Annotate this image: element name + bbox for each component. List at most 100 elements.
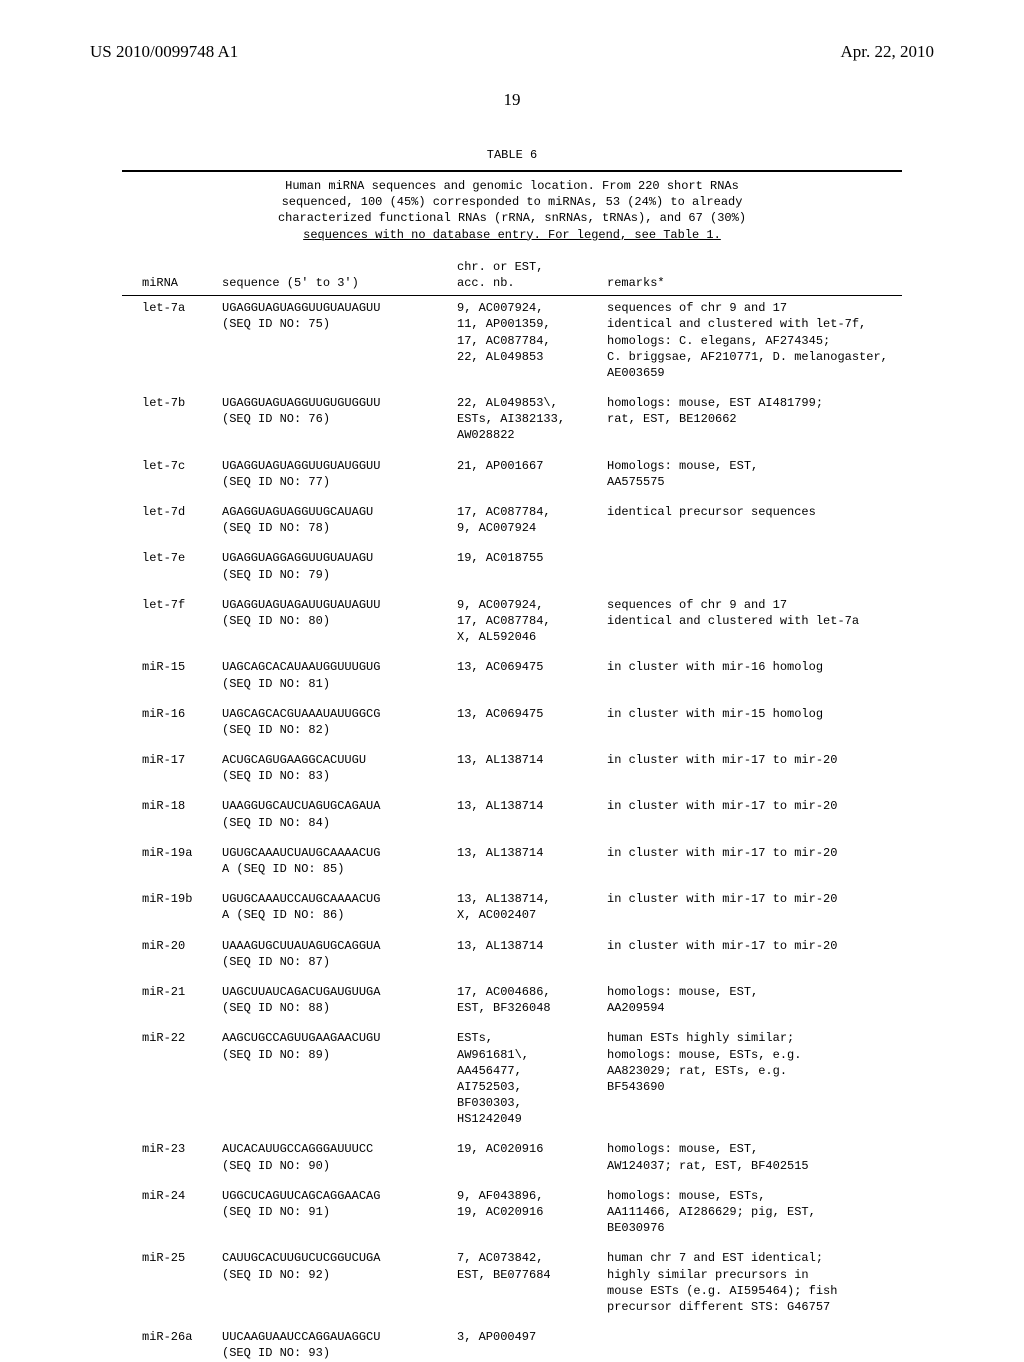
cell-sequence: UGAGGUAGUAGGUUGUAUGGUU (SEQ ID NO: 77) [222,458,457,490]
table-row: let-7cUGAGGUAGUAGGUUGUAUGGUU (SEQ ID NO:… [142,458,902,490]
table-row: miR-23AUCACAUUGCCAGGGAUUUCC (SEQ ID NO: … [142,1141,902,1173]
table-row: miR-24UGGCUCAGUUCAGCAGGAACAG (SEQ ID NO:… [142,1188,902,1237]
cell-mirna: let-7c [142,458,222,490]
cell-mirna: miR-22 [142,1030,222,1127]
cell-mirna: let-7b [142,395,222,444]
cell-mirna: let-7f [142,597,222,646]
table-row: miR-19bUGUGCAAAUCCAUGCAAAACUG A (SEQ ID … [142,891,902,923]
publication-number: US 2010/0099748 A1 [90,42,238,62]
cell-sequence: UAGCUUAUCAGACUGAUGUUGA (SEQ ID NO: 88) [222,984,457,1016]
cell-accession: 13, AL138714 [457,752,607,784]
cell-remarks: homologs: mouse, EST, AA209594 [607,984,902,1016]
cell-accession: 19, AC018755 [457,550,607,582]
cell-mirna: miR-25 [142,1250,222,1315]
cell-remarks: homologs: mouse, ESTs, AA111466, AI28662… [607,1188,902,1237]
table-row: miR-15UAGCAGCACAUAAUGGUUUGUG (SEQ ID NO:… [142,659,902,691]
cell-accession: 22, AL049853\, ESTs, AI382133, AW028822 [457,395,607,444]
cell-sequence: UUCAAGUAAUCCAGGAUAGGCU (SEQ ID NO: 93) [222,1329,457,1361]
cell-mirna: miR-23 [142,1141,222,1173]
table-label: TABLE 6 [0,148,1024,162]
cell-accession: 3, AP000497 [457,1329,607,1361]
table-6: Human miRNA sequences and genomic locati… [122,170,902,1362]
cell-sequence: UAAAGUGCUUAUAGUGCAGGUA (SEQ ID NO: 87) [222,938,457,970]
caption-line: characterized functional RNAs (rRNA, snR… [192,210,832,226]
table-column-headers: miRNA sequence (5' to 3') chr. or EST, a… [122,249,902,295]
table-row: miR-21UAGCUUAUCAGACUGAUGUUGA (SEQ ID NO:… [142,984,902,1016]
cell-mirna: miR-16 [142,706,222,738]
col-header-sequence: sequence (5' to 3') [222,275,457,291]
cell-accession: 13, AL138714 [457,798,607,830]
cell-accession: 7, AC073842, EST, BE077684 [457,1250,607,1315]
cell-sequence: UGAGGUAGUAGAUUGUAUAGUU (SEQ ID NO: 80) [222,597,457,646]
cell-accession: 13, AC069475 [457,706,607,738]
cell-mirna: miR-21 [142,984,222,1016]
cell-accession: 13, AL138714 [457,845,607,877]
cell-sequence: UGAGGUAGUAGGUUGUAUAGUU (SEQ ID NO: 75) [222,300,457,381]
table-row: let-7bUGAGGUAGUAGGUUGUGUGGUU (SEQ ID NO:… [142,395,902,444]
table-row: miR-18UAAGGUGCAUCUAGUGCAGAUA (SEQ ID NO:… [142,798,902,830]
cell-remarks: sequences of chr 9 and 17 identical and … [607,597,902,646]
table-row: miR-17ACUGCAGUGAAGGCACUUGU (SEQ ID NO: 8… [142,752,902,784]
cell-mirna: let-7a [142,300,222,381]
cell-sequence: UGAGGUAGGAGGUUGUAUAGU (SEQ ID NO: 79) [222,550,457,582]
cell-remarks: sequences of chr 9 and 17 identical and … [607,300,902,381]
cell-remarks: in cluster with mir-15 homolog [607,706,902,738]
table-row: let-7eUGAGGUAGGAGGUUGUAUAGU (SEQ ID NO: … [142,550,902,582]
table-row: miR-22AAGCUGCCAGUUGAAGAACUGU (SEQ ID NO:… [142,1030,902,1127]
cell-remarks: human chr 7 and EST identical; highly si… [607,1250,902,1315]
cell-remarks [607,550,902,582]
caption-line: sequenced, 100 (45%) corresponded to miR… [192,194,832,210]
cell-accession: 9, AC007924, 11, AP001359, 17, AC087784,… [457,300,607,381]
cell-accession: 13, AC069475 [457,659,607,691]
table-row: let-7aUGAGGUAGUAGGUUGUAUAGUU (SEQ ID NO:… [142,300,902,381]
table-row: miR-19aUGUGCAAAUCUAUGCAAAACUG A (SEQ ID … [142,845,902,877]
cell-mirna: miR-24 [142,1188,222,1237]
cell-mirna: miR-18 [142,798,222,830]
cell-remarks: Homologs: mouse, EST, AA575575 [607,458,902,490]
caption-line: Human miRNA sequences and genomic locati… [192,178,832,194]
col-header-accession: chr. or EST, acc. nb. [457,259,607,291]
cell-remarks: in cluster with mir-17 to mir-20 [607,752,902,784]
cell-mirna: miR-26a [142,1329,222,1361]
cell-remarks: homologs: mouse, EST AI481799; rat, EST,… [607,395,902,444]
table-body: let-7aUGAGGUAGUAGGUUGUAUAGUU (SEQ ID NO:… [122,296,902,1361]
cell-sequence: AGAGGUAGUAGGUUGCAUAGU (SEQ ID NO: 78) [222,504,457,536]
table-row: miR-16UAGCAGCACGUAAAUAUUGGCG (SEQ ID NO:… [142,706,902,738]
cell-remarks: in cluster with mir-17 to mir-20 [607,845,902,877]
cell-sequence: CAUUGCACUUGUCUCGGUCUGA (SEQ ID NO: 92) [222,1250,457,1315]
page-number: 19 [0,90,1024,110]
cell-remarks [607,1329,902,1361]
col-header-remarks: remarks* [607,275,902,291]
table-caption: Human miRNA sequences and genomic locati… [122,172,902,249]
cell-sequence: UGUGCAAAUCCAUGCAAAACUG A (SEQ ID NO: 86) [222,891,457,923]
cell-sequence: UGGCUCAGUUCAGCAGGAACAG (SEQ ID NO: 91) [222,1188,457,1237]
cell-remarks: human ESTs highly similar; homologs: mou… [607,1030,902,1127]
cell-accession: 9, AF043896, 19, AC020916 [457,1188,607,1237]
cell-remarks: in cluster with mir-17 to mir-20 [607,798,902,830]
table-row: miR-25CAUUGCACUUGUCUCGGUCUGA (SEQ ID NO:… [142,1250,902,1315]
cell-sequence: AAGCUGCCAGUUGAAGAACUGU (SEQ ID NO: 89) [222,1030,457,1127]
cell-mirna: let-7e [142,550,222,582]
cell-mirna: miR-19b [142,891,222,923]
caption-line-underlined: sequences with no database entry. For le… [192,227,832,243]
cell-mirna: miR-15 [142,659,222,691]
cell-sequence: UAAGGUGCAUCUAGUGCAGAUA (SEQ ID NO: 84) [222,798,457,830]
col-header-mirna: miRNA [142,275,222,291]
cell-accession: ESTs, AW961681\, AA456477, AI752503, BF0… [457,1030,607,1127]
cell-mirna: let-7d [142,504,222,536]
cell-remarks: homologs: mouse, EST, AW124037; rat, EST… [607,1141,902,1173]
cell-mirna: miR-19a [142,845,222,877]
cell-mirna: miR-17 [142,752,222,784]
cell-accession: 19, AC020916 [457,1141,607,1173]
cell-sequence: AUCACAUUGCCAGGGAUUUCC (SEQ ID NO: 90) [222,1141,457,1173]
cell-sequence: UGUGCAAAUCUAUGCAAAACUG A (SEQ ID NO: 85) [222,845,457,877]
cell-accession: 17, AC004686, EST, BF326048 [457,984,607,1016]
cell-remarks: in cluster with mir-16 homolog [607,659,902,691]
cell-accession: 13, AL138714, X, AC002407 [457,891,607,923]
table-row: let-7fUGAGGUAGUAGAUUGUAUAGUU (SEQ ID NO:… [142,597,902,646]
publication-date: Apr. 22, 2010 [841,42,935,62]
cell-accession: 9, AC007924, 17, AC087784, X, AL592046 [457,597,607,646]
cell-sequence: UAGCAGCACGUAAAUAUUGGCG (SEQ ID NO: 82) [222,706,457,738]
cell-accession: 17, AC087784, 9, AC007924 [457,504,607,536]
cell-sequence: ACUGCAGUGAAGGCACUUGU (SEQ ID NO: 83) [222,752,457,784]
